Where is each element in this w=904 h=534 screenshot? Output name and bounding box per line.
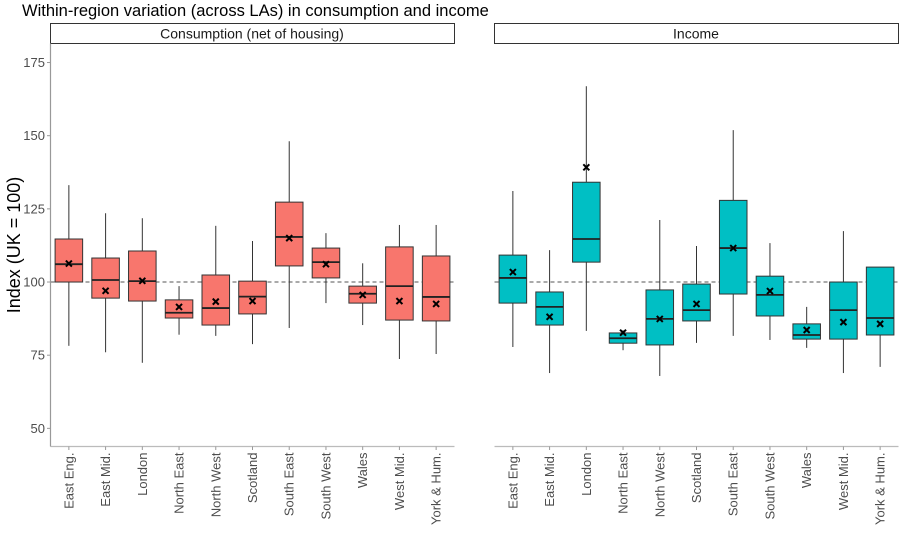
y-axis: 50 75 100 125 150 175	[23, 43, 52, 447]
mean-marker	[766, 287, 774, 295]
box-south-east	[718, 130, 748, 336]
x-tick-label: Wales	[355, 452, 370, 488]
iqr-box	[91, 257, 120, 299]
box-east-eng	[54, 185, 84, 346]
iqr-box	[535, 291, 564, 326]
box-scotland	[682, 246, 711, 343]
strip-label-consumption: Consumption (net of housing)	[160, 26, 344, 42]
mean-marker	[248, 297, 257, 305]
mean-marker	[876, 320, 884, 328]
mean-marker	[692, 300, 701, 308]
mean-marker	[802, 326, 811, 334]
panel-consumption: Consumption (net of housing) East Eng. Ea…	[50, 23, 455, 526]
x-tick-label: York & Hum.	[873, 453, 888, 526]
x-tick-label: East Mid.	[98, 453, 113, 507]
x-tick-label: London	[135, 453, 150, 496]
mean-marker	[545, 313, 554, 321]
x-tick-label: South East	[282, 452, 297, 516]
box-york-hum	[421, 224, 451, 355]
x-tick-label: West Mid.	[836, 453, 851, 511]
mean-marker	[432, 300, 440, 308]
y-tick-label: 150	[23, 128, 45, 143]
box-west-mid	[385, 224, 414, 359]
panel-consumption-marks: East Eng. East Mid. London North East North …	[50, 141, 455, 526]
mean-marker	[285, 234, 293, 242]
box-east-eng	[498, 191, 528, 347]
iqr-box	[164, 299, 194, 319]
y-tick-label: 175	[23, 55, 45, 70]
mean-marker	[212, 297, 220, 306]
x-tick-label: Scotland	[245, 453, 260, 504]
x-tick-label: South East	[726, 452, 741, 516]
iqr-box	[572, 181, 601, 263]
x-tick-label: Wales	[799, 452, 814, 488]
x-tick-label: London	[579, 453, 594, 496]
box-london	[572, 86, 601, 331]
x-tick-label: North East	[616, 452, 631, 514]
x-tick-label: Scotland	[689, 453, 704, 504]
box-north-east	[164, 286, 194, 335]
box-east-mid	[91, 213, 120, 353]
mean-marker	[358, 291, 367, 299]
box-west-mid	[829, 231, 858, 374]
strip-consumption	[50, 23, 455, 44]
mean-marker	[322, 260, 330, 268]
iqr-box	[421, 255, 451, 322]
y-axis-title: Index (UK = 100)	[4, 177, 24, 314]
iqr-box	[498, 254, 528, 304]
box-wales	[792, 306, 821, 348]
iqr-box	[54, 238, 84, 283]
box-south-west	[311, 233, 341, 304]
box-east-mid	[535, 250, 564, 374]
box-north-west	[201, 225, 231, 336]
box-london	[128, 218, 157, 363]
iqr-box	[385, 246, 414, 321]
y-tick-label: 50	[31, 421, 45, 436]
mean-marker	[839, 318, 848, 326]
iqr-box	[645, 289, 675, 346]
box-york-hum	[865, 266, 895, 367]
y-tick-label: 125	[23, 201, 45, 216]
iqr-box	[792, 323, 821, 340]
box-wales	[348, 263, 377, 326]
box-north-west	[645, 219, 675, 376]
strip-label-income: Income	[673, 26, 719, 42]
iqr-box	[201, 274, 231, 326]
box-north-east	[608, 328, 638, 351]
x-tick-label: South West	[318, 452, 333, 519]
mean-marker	[509, 268, 517, 276]
strip-income	[494, 23, 899, 44]
panel-income-marks: East Eng. East Mid. London North East North …	[494, 86, 899, 526]
x-tick-label: East Eng.	[505, 453, 520, 509]
panel-income: Income East Eng. East Mid. London North Eas…	[494, 23, 899, 526]
iqr-box	[274, 201, 304, 267]
box-south-east	[274, 141, 304, 328]
x-tick-label: North West	[208, 452, 223, 517]
iqr-box	[755, 275, 785, 317]
box-scotland	[238, 241, 267, 345]
x-tick-label: West Mid.	[392, 453, 407, 511]
mean-marker	[729, 244, 737, 252]
mean-marker	[619, 328, 627, 337]
mean-marker	[656, 315, 664, 323]
mean-marker	[101, 287, 110, 295]
iqr-box	[682, 283, 711, 322]
x-tick-label: South West	[762, 452, 777, 519]
mean-marker	[395, 297, 404, 305]
mean-marker	[65, 259, 73, 268]
mean-marker	[175, 303, 183, 311]
box-south-west	[755, 243, 785, 340]
x-tick-label: North East	[172, 452, 187, 514]
x-tick-label: East Eng.	[61, 453, 76, 509]
chart-title: Within-region variation (across LAs) in …	[22, 2, 489, 20]
mean-marker	[582, 163, 591, 172]
x-tick-label: York & Hum.	[429, 453, 444, 526]
x-tick-label: North West	[652, 452, 667, 517]
mean-marker	[138, 277, 147, 285]
iqr-box	[128, 250, 157, 302]
x-tick-label: East Mid.	[542, 453, 557, 507]
y-tick-label: 100	[23, 275, 45, 290]
y-tick-label: 75	[31, 348, 45, 363]
